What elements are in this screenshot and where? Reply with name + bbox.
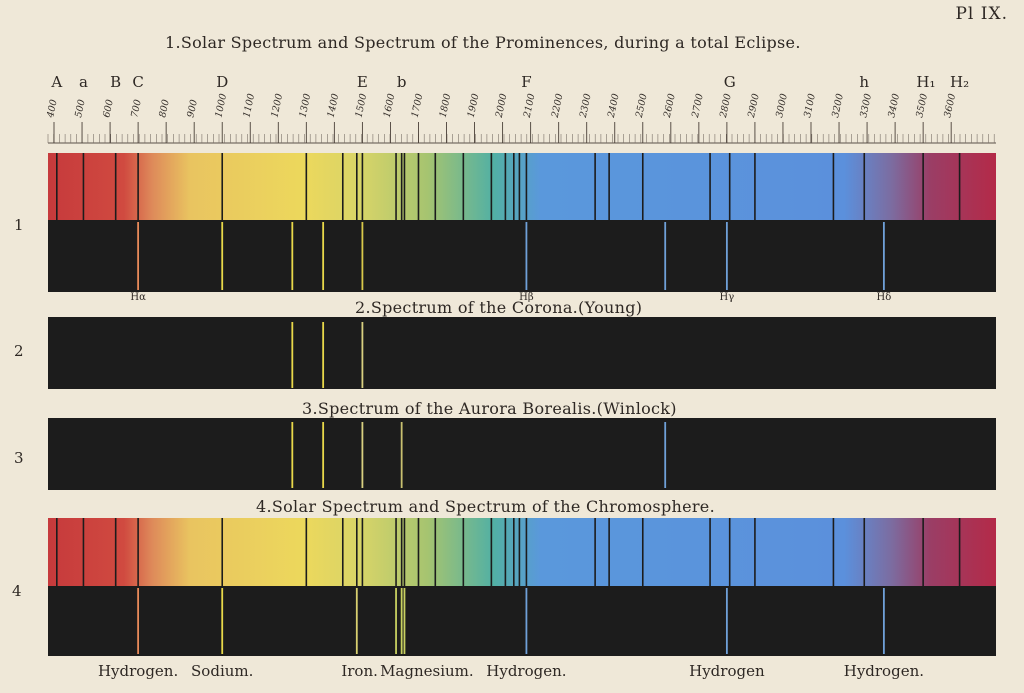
scale-tick-label: 3100: [802, 93, 818, 119]
scale-tick-label: 400: [45, 99, 60, 120]
scale-tick-label: 1200: [269, 93, 285, 119]
row-number-3: 3: [14, 449, 24, 467]
scale-tick-label: 3200: [830, 93, 846, 119]
fraunhofer-letter: h: [859, 73, 869, 91]
element-label: Hydrogen.: [486, 662, 566, 680]
scale-tick-label: 3500: [914, 93, 930, 119]
scale-tick-label: 2600: [662, 93, 678, 120]
scale-tick-label: 1000: [213, 93, 229, 119]
hydrogen-line-label: Hβ: [519, 292, 534, 303]
scale-tick-label: 1800: [438, 93, 454, 119]
hydrogen-line-label: Hα: [130, 292, 146, 303]
scale-tick-label: 3400: [886, 93, 902, 119]
scale-tick-label: 3000: [774, 93, 790, 119]
fraunhofer-letter: b: [397, 73, 407, 91]
element-label: Sodium.: [191, 662, 253, 680]
scale-tick-label: 3600: [942, 93, 958, 119]
scale-tick-label: 1500: [354, 93, 370, 119]
row-number-1: 1: [14, 216, 24, 234]
scale-tick-label: 1900: [466, 93, 482, 119]
scale-tick-label: 2400: [606, 93, 622, 120]
hydrogen-line-label: Hγ: [720, 292, 735, 303]
scale-tick-label: 1300: [298, 93, 314, 119]
heading-chromosphere: 4.Solar Spectrum and Spectrum of the Chr…: [256, 497, 715, 516]
scale-tick-label: 2900: [746, 93, 762, 120]
fraunhofer-letter: D: [216, 73, 228, 91]
heading-corona: 2.Spectrum of the Corona.(Young): [355, 298, 643, 317]
element-label: Hydrogen.: [844, 662, 924, 680]
heading-solar-prominences: 1.Solar Spectrum and Spectrum of the Pro…: [165, 33, 801, 52]
heading-aurora: 3.Spectrum of the Aurora Borealis.(Winlo…: [302, 399, 677, 418]
row2-dark-band: [48, 317, 996, 389]
row4-dark-band: [48, 586, 996, 656]
scale-tick-label: 2100: [522, 93, 538, 120]
row1-dark-band: [48, 220, 996, 292]
row-number-4: 4: [12, 582, 22, 600]
scale-tick-label: 1400: [326, 93, 342, 119]
scale-tick-label: 500: [73, 99, 88, 119]
scale-tick-label: 1600: [382, 93, 398, 119]
fraunhofer-letter: H₁: [916, 73, 935, 91]
scale-tick-label: 800: [157, 99, 172, 119]
row4-color-band: [48, 518, 996, 586]
element-label: Hydrogen.: [98, 662, 178, 680]
scale-tick-label: 900: [185, 99, 200, 119]
scale-tick-label: 3300: [858, 93, 874, 119]
scale-tick-label: 2700: [690, 93, 706, 120]
fraunhofer-letter: a: [79, 73, 88, 91]
scale-tick-label: 2500: [634, 93, 650, 120]
element-label: Hydrogen: [689, 662, 765, 680]
fraunhofer-letter: H₂: [950, 73, 969, 91]
fraunhofer-letter: C: [132, 73, 143, 91]
scale-tick-label: 2300: [578, 93, 594, 120]
row-number-2: 2: [14, 342, 24, 360]
fraunhofer-letter: A: [50, 73, 62, 91]
scale-tick-label: 700: [129, 99, 144, 119]
plate-label: Pl IX.: [955, 4, 1008, 24]
scale-tick-label: 1700: [410, 93, 426, 119]
hydrogen-line-label: Hδ: [877, 292, 892, 303]
element-label: Magnesium.: [380, 662, 474, 680]
scale-tick-label: 2200: [550, 93, 566, 120]
row3-dark-band: [48, 418, 996, 490]
scale-tick-label: 1100: [241, 93, 257, 119]
fraunhofer-letter: G: [724, 73, 736, 91]
element-label: Iron.: [341, 662, 378, 680]
fraunhofer-letter: E: [357, 73, 368, 91]
fraunhofer-letter: B: [110, 73, 121, 91]
row1-color-band: [48, 153, 996, 220]
fraunhofer-letter: F: [521, 73, 531, 91]
scale-tick-label: 2800: [718, 93, 734, 120]
scale-tick-label: 600: [101, 99, 116, 119]
scale-tick-label: 2000: [494, 93, 510, 120]
